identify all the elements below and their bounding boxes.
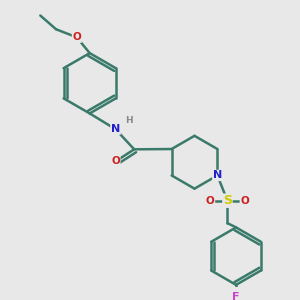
- Text: F: F: [232, 292, 240, 300]
- Text: O: O: [240, 196, 249, 206]
- Text: N: N: [213, 170, 222, 180]
- Text: S: S: [223, 194, 232, 207]
- Text: H: H: [125, 116, 132, 125]
- Text: O: O: [206, 196, 214, 206]
- Text: O: O: [111, 156, 120, 167]
- Text: N: N: [111, 124, 120, 134]
- Text: O: O: [72, 32, 81, 42]
